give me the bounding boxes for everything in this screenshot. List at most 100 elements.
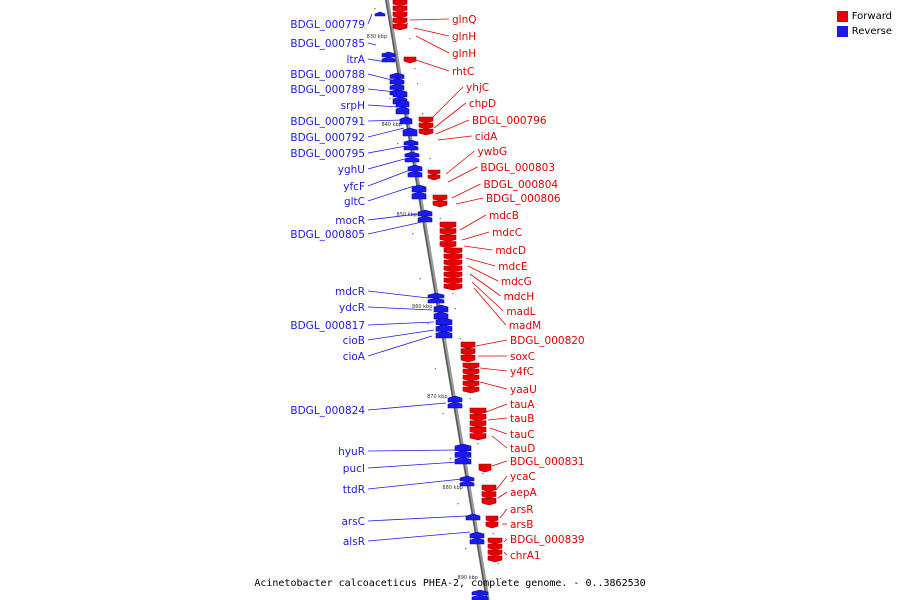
gene-label[interactable]: BDGL_000820 <box>510 335 585 347</box>
gene-label[interactable]: BDGL_000789 <box>290 84 365 96</box>
gene-label[interactable]: BDGL_000779 <box>290 19 365 31</box>
gene-label[interactable]: mdcC <box>492 227 522 239</box>
reverse-gene-feature[interactable] <box>454 443 472 465</box>
gene-label[interactable]: BDGL_000788 <box>290 69 365 81</box>
gene-label[interactable]: arsC <box>341 516 365 528</box>
gene-label[interactable]: madM <box>509 320 541 332</box>
gene-label[interactable]: BDGL_000839 <box>510 534 585 546</box>
gene-label[interactable]: pucI <box>343 463 365 475</box>
gene-label[interactable]: BDGL_000817 <box>290 320 365 332</box>
gene-label[interactable]: cidA <box>475 131 498 143</box>
reverse-gene-feature[interactable] <box>411 184 427 200</box>
forward-gene-feature[interactable] <box>403 56 417 64</box>
gene-label[interactable]: yhjC <box>466 82 489 94</box>
forward-gene-feature[interactable] <box>418 116 434 136</box>
gene-label[interactable]: gltC <box>344 196 365 208</box>
forward-gene-feature[interactable] <box>392 0 408 31</box>
gene-label[interactable]: BDGL_000795 <box>290 148 365 160</box>
leader-line <box>503 551 508 556</box>
gene-label[interactable]: mdcR <box>335 286 365 298</box>
gene-label[interactable]: ydcR <box>339 302 365 314</box>
gene-label[interactable]: chrA1 <box>510 550 541 562</box>
scale-tick-label: 880 kbp <box>442 485 462 491</box>
leader-line <box>447 166 478 183</box>
gene-label[interactable]: glnQ <box>452 14 477 26</box>
reverse-gene-feature[interactable] <box>399 116 413 125</box>
gene-label[interactable]: BDGL_000785 <box>290 38 365 50</box>
gene-label[interactable]: BDGL_000804 <box>483 179 558 191</box>
gene-label[interactable]: tauB <box>510 413 534 425</box>
reverse-gene-feature[interactable] <box>465 513 481 521</box>
gene-label[interactable]: BDGL_000803 <box>480 162 555 174</box>
gene-label[interactable]: yghU <box>338 164 365 176</box>
forward-gene-feature[interactable] <box>487 537 503 563</box>
gene-label[interactable]: ywbG <box>478 146 508 158</box>
forward-gene-feature[interactable] <box>427 169 441 181</box>
reverse-gene-feature[interactable] <box>447 395 463 409</box>
gene-label[interactable]: chpD <box>469 98 496 110</box>
leader-line <box>415 59 450 72</box>
reverse-gene-feature[interactable] <box>395 99 410 115</box>
gene-label[interactable]: glnH <box>452 48 476 60</box>
gene-label[interactable]: hyuR <box>338 446 365 458</box>
legend-forward[interactable]: Forward <box>836 9 892 24</box>
forward-gene-feature[interactable] <box>469 407 487 441</box>
gene-label[interactable]: mdcD <box>495 245 526 257</box>
gene-label[interactable]: mocR <box>335 215 365 227</box>
gene-label[interactable]: BDGL_000806 <box>486 193 561 205</box>
forward-gene-feature[interactable] <box>432 194 448 208</box>
gene-label[interactable]: alsR <box>343 536 365 548</box>
reverse-gene-feature[interactable] <box>435 317 453 339</box>
gene-label[interactable]: y4fC <box>510 366 534 378</box>
reverse-gene-feature[interactable] <box>459 475 475 487</box>
reverse-gene-feature[interactable] <box>402 127 418 137</box>
gene-label[interactable]: madL <box>506 306 535 318</box>
gene-label[interactable]: rhtC <box>452 66 474 78</box>
reverse-gene-feature[interactable] <box>374 11 386 17</box>
gene-label[interactable]: tauC <box>510 429 535 441</box>
gene-label[interactable]: ttdR <box>343 484 365 496</box>
forward-gene-feature[interactable] <box>460 341 476 363</box>
gene-label[interactable]: BDGL_000792 <box>290 132 365 144</box>
reverse-gene-feature[interactable] <box>404 151 420 163</box>
reverse-gene-feature[interactable] <box>403 139 419 151</box>
reverse-gene-feature[interactable] <box>469 531 485 545</box>
gene-label[interactable]: aepA <box>510 487 538 499</box>
gene-label[interactable]: glnH <box>452 31 476 43</box>
gene-label[interactable]: tauD <box>510 443 535 455</box>
gene-label[interactable]: BDGL_000796 <box>472 115 547 127</box>
gene-label[interactable]: BDGL_000791 <box>290 116 365 128</box>
gene-label[interactable]: BDGL_000824 <box>290 405 365 417</box>
gene-label[interactable]: mdcE <box>498 261 527 273</box>
gene-label[interactable]: yaaU <box>510 384 537 396</box>
minor-tick <box>492 533 494 535</box>
gene-label[interactable]: mdcB <box>489 210 519 222</box>
forward-gene-feature[interactable] <box>439 221 457 249</box>
gene-label[interactable]: BDGL_000805 <box>290 229 365 241</box>
reverse-gene-feature[interactable] <box>427 292 445 304</box>
reverse-gene-feature[interactable] <box>417 209 433 223</box>
gene-label[interactable]: arsR <box>510 504 534 516</box>
gene-label[interactable]: yfcF <box>343 181 365 193</box>
gene-label[interactable]: ltrA <box>346 54 365 66</box>
forward-gene-feature[interactable] <box>478 463 492 473</box>
reverse-gene-feature[interactable] <box>381 51 396 63</box>
gene-label[interactable]: ycaC <box>510 471 536 483</box>
gene-label[interactable]: soxC <box>510 351 535 363</box>
gene-label[interactable]: mdcG <box>501 276 532 288</box>
gene-label[interactable]: srpH <box>341 100 365 112</box>
forward-gene-feature[interactable] <box>462 362 480 394</box>
gene-label[interactable]: mdcH <box>504 291 535 303</box>
gene-label[interactable]: tauA <box>510 399 535 411</box>
forward-gene-feature[interactable] <box>481 484 497 506</box>
reverse-gene-feature[interactable] <box>471 589 489 600</box>
gene-label[interactable]: BDGL_000831 <box>510 456 585 468</box>
gene-label[interactable]: arsB <box>510 519 533 531</box>
legend-reverse[interactable]: Reverse <box>836 24 892 39</box>
reverse-gene-feature[interactable] <box>407 164 423 178</box>
forward-gene-feature[interactable] <box>485 515 499 529</box>
reverse-gene-feature[interactable] <box>433 304 449 320</box>
gene-label[interactable]: cioB <box>343 335 365 347</box>
forward-gene-feature[interactable] <box>443 247 463 291</box>
gene-label[interactable]: cioA <box>343 351 366 363</box>
